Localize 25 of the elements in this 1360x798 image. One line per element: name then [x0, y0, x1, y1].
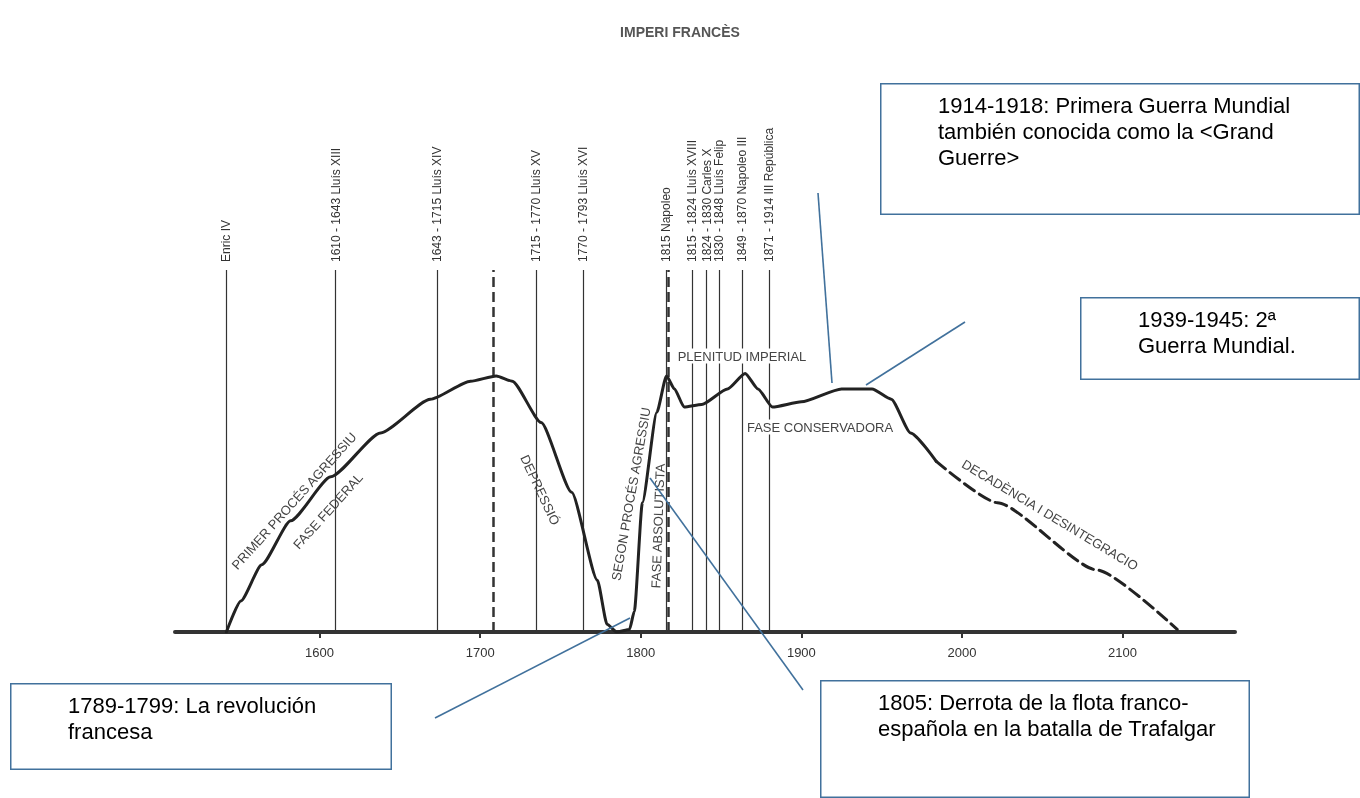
ref-line-label: 1770 - 1793 Lluís XVI — [575, 146, 590, 262]
chart-title: IMPERI FRANCÈS — [620, 24, 740, 40]
x-tick-label: 1900 — [786, 645, 816, 660]
text: PLENITUD IMPERIAL — [677, 348, 807, 364]
text: 1789-1799: La revolución francesa — [68, 693, 318, 745]
annotation: FASE ABSOLUTISTA — [648, 463, 668, 589]
x-tick-label: 2000 — [947, 645, 977, 660]
text: 1805: Derrota de la flota franco-española en la batalla de Trafalgar — [878, 690, 1217, 742]
ref-line-label: 1610 - 1643 Lluís XIII — [328, 147, 343, 262]
text: 1939-1945: 2ª Guerra Mundial. — [1138, 307, 1297, 359]
ref-line-label: 1830 - 1848 Lluís Felip — [712, 139, 727, 262]
ref-line-label: 1643 - 1715 Lluís XIV — [429, 146, 444, 262]
ref-line-label: 1824 - 1830 Carles X — [699, 148, 714, 262]
ref-line-label: 1849 - 1870 Napoleo III — [734, 136, 749, 262]
ref-line-label: 1871 - 1914 III República — [762, 127, 777, 262]
ref-line-label: 1815 - 1824 Lluís XVIII — [685, 139, 700, 262]
x-tick-label: 2100 — [1108, 645, 1138, 660]
x-tick-label: 1700 — [465, 645, 495, 660]
x-tick-label: 1800 — [626, 645, 656, 660]
ref-line-label: Enric IV — [219, 219, 234, 262]
text: 1914-1918: Primera Guerra Mundial también conocida como la <Grand Guerre> — [938, 93, 1292, 171]
x-tick-label: 1600 — [305, 645, 335, 660]
annotation: FASE CONSERVADORA — [746, 419, 894, 435]
ref-line-label: 1815 Napoleo — [659, 186, 674, 262]
ref-line-label: 1715 - 1770 Lluís XV — [529, 149, 544, 262]
